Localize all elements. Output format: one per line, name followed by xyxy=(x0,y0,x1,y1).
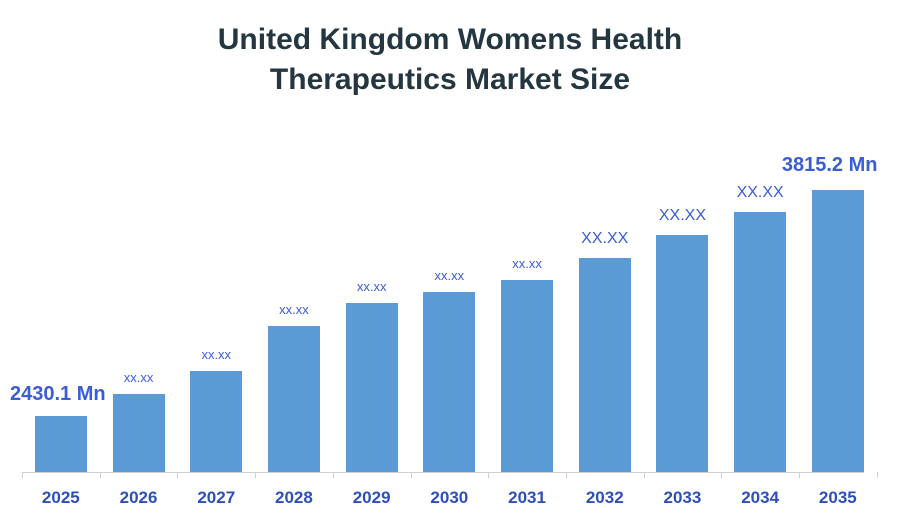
data-label-2025: 2430.1 Mn xyxy=(10,383,106,405)
x-tick xyxy=(643,472,645,478)
x-tick-label-2034: 2034 xyxy=(741,488,780,507)
data-label-2029: xx.xx xyxy=(356,279,387,294)
data-label-2032: XX.XX xyxy=(581,230,629,247)
x-tick xyxy=(177,472,179,478)
bar-2025 xyxy=(34,416,87,472)
x-tick xyxy=(876,472,878,478)
x-tick xyxy=(721,472,723,478)
x-tick xyxy=(799,472,800,478)
title-line-1: United Kingdom Womens Health xyxy=(217,23,683,56)
x-tick xyxy=(99,472,101,478)
x-tick-label-2030: 2030 xyxy=(430,488,469,507)
x-tick xyxy=(565,472,567,478)
x-tick-label-2028: 2028 xyxy=(275,488,313,507)
x-tick xyxy=(488,472,490,478)
x-tick-label-2027: 2027 xyxy=(197,488,236,507)
x-tick xyxy=(332,472,334,478)
bar-2033 xyxy=(656,235,709,472)
data-label-2033: XX.XX xyxy=(658,207,706,224)
data-label-2030: xx.xx xyxy=(434,268,465,283)
data-label-2031: xx.xx xyxy=(512,256,542,271)
bar-2028 xyxy=(267,326,320,472)
data-label-2028: xx.xx xyxy=(279,302,309,317)
x-tick xyxy=(410,472,412,478)
x-axis xyxy=(22,472,864,473)
data-label-2026: xx.xx xyxy=(123,370,154,385)
x-tick-label-2032: 2032 xyxy=(585,488,624,507)
data-label-2027: xx.xx xyxy=(201,347,232,362)
bar-2026 xyxy=(112,394,165,472)
bar-2031 xyxy=(501,280,554,472)
data-label-2035: 3815.2 Mn xyxy=(781,154,878,176)
x-tick-label-2029: 2029 xyxy=(352,488,391,507)
bar-2032 xyxy=(578,258,631,472)
bar-2035 xyxy=(811,190,864,472)
chart-title: United Kingdom Womens Health Therapeutic… xyxy=(0,20,900,100)
x-tick-label-2025: 2025 xyxy=(41,488,80,507)
x-tick-label-2026: 2026 xyxy=(119,488,158,507)
x-tick-label-2035: 2035 xyxy=(818,488,857,507)
bar-2034 xyxy=(734,212,787,472)
bar-2029 xyxy=(345,303,398,472)
x-tick-label-2033: 2033 xyxy=(663,488,702,507)
title-line-2: Therapeutics Market Size xyxy=(269,63,631,96)
x-tick-label-2031: 2031 xyxy=(508,488,546,507)
x-tick xyxy=(22,472,23,478)
data-label-2034: XX.XX xyxy=(736,184,784,201)
bar-2027 xyxy=(190,371,243,472)
x-tick xyxy=(255,472,257,478)
bar-2030 xyxy=(423,292,476,472)
